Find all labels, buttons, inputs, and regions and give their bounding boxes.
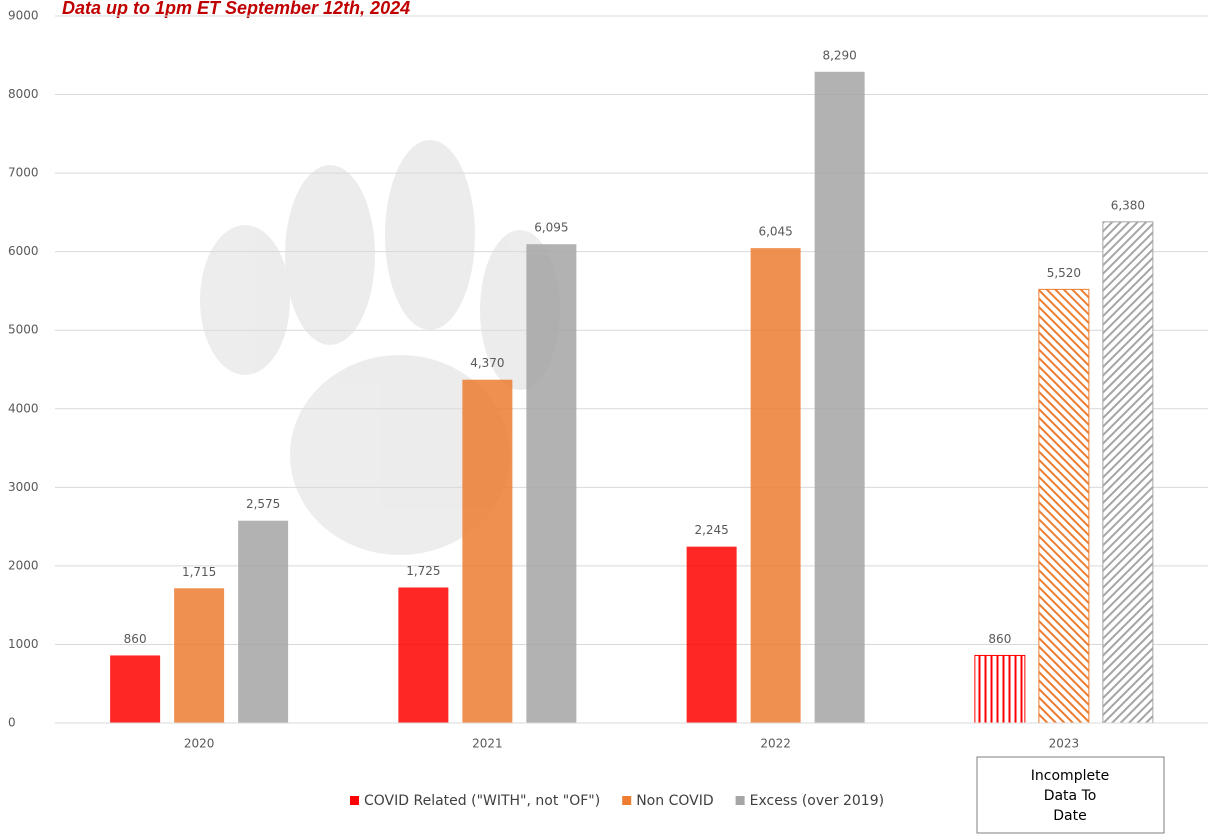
data-label: 6,380 xyxy=(1111,198,1145,212)
y-tick-label: 0 xyxy=(8,716,16,730)
legend-label: Excess (over 2019) xyxy=(750,793,884,809)
y-tick-label: 9000 xyxy=(8,9,39,23)
bar xyxy=(1102,221,1154,724)
y-tick-label: 4000 xyxy=(8,401,39,415)
bar xyxy=(398,587,449,723)
background-sketch xyxy=(200,140,560,555)
data-label: 6,045 xyxy=(758,225,792,239)
data-label: 860 xyxy=(124,632,147,646)
data-label: 6,095 xyxy=(534,221,568,235)
x-tick-label: 2022 xyxy=(760,737,791,751)
bar xyxy=(1038,288,1090,724)
bar xyxy=(462,379,513,723)
annotation: Data To xyxy=(1044,788,1097,804)
y-tick-label: 3000 xyxy=(8,480,39,494)
bar xyxy=(974,654,1026,724)
y-tick-label: 2000 xyxy=(8,558,39,572)
data-label: 1,725 xyxy=(406,564,440,578)
bar xyxy=(686,546,737,723)
y-tick-label: 7000 xyxy=(8,166,39,180)
bar xyxy=(238,520,289,723)
x-tick-label: 2021 xyxy=(472,737,503,751)
bar xyxy=(110,655,161,723)
annotation: Incomplete xyxy=(1031,768,1109,784)
legend-label: COVID Related ("WITH", not "OF") xyxy=(364,793,600,809)
data-label: 860 xyxy=(988,632,1011,646)
legend-swatch xyxy=(350,796,359,805)
bar xyxy=(174,588,225,723)
annotation: Date xyxy=(1053,808,1086,824)
legend-label: Non COVID xyxy=(636,793,713,809)
x-tick-label: 2023 xyxy=(1049,737,1080,751)
data-label: 4,370 xyxy=(470,356,504,370)
legend-swatch xyxy=(622,796,632,805)
chart-title: Data up to 1pm ET September 12th, 2024 xyxy=(62,0,410,18)
legend-swatch xyxy=(735,796,745,805)
y-tick-label: 5000 xyxy=(8,323,39,337)
x-tick-label: 2020 xyxy=(184,737,215,751)
y-tick-label: 8000 xyxy=(8,87,39,101)
data-label: 1,715 xyxy=(182,565,216,579)
data-label: 5,520 xyxy=(1047,266,1081,280)
data-label: 2,245 xyxy=(694,523,728,537)
bar xyxy=(750,248,801,724)
y-tick-label: 1000 xyxy=(8,637,39,651)
bar xyxy=(526,244,577,723)
data-label: 2,575 xyxy=(246,497,280,511)
bar xyxy=(814,71,865,724)
data-label: 8,290 xyxy=(822,48,856,62)
y-tick-label: 6000 xyxy=(8,244,39,258)
annotation-box xyxy=(976,756,1165,834)
